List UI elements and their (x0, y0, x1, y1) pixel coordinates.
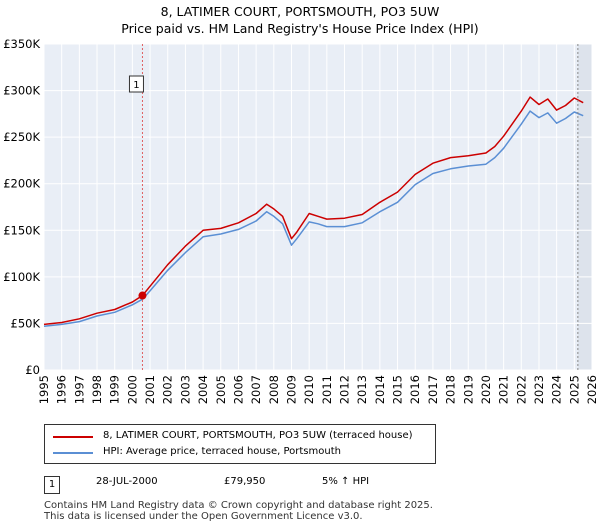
legend-swatch-hpi (53, 452, 93, 454)
legend-item-hpi: HPI: Average price, terraced house, Port… (53, 445, 433, 461)
y-tick-label: £100K (3, 270, 40, 284)
y-tick-label: £50K (11, 316, 41, 330)
x-tick-label: 2002 (161, 375, 175, 404)
legend-item-property: 8, LATIMER COURT, PORTSMOUTH, PO3 5UW (t… (53, 429, 433, 445)
x-tick-label: 1996 (55, 375, 69, 404)
x-tick-label: 2003 (178, 375, 192, 404)
y-tick-label: £150K (3, 223, 40, 237)
legend-label-hpi: HPI: Average price, terraced house, Port… (103, 446, 341, 457)
x-tick-label: 2016 (408, 375, 422, 404)
transaction-point (138, 291, 147, 300)
transaction-marker-badge: 1 (44, 476, 60, 494)
x-tick-label: 2025 (567, 375, 581, 404)
price-chart: £0 £50K £100K £150K £200K £250K £300K £350K 1995… (3, 37, 599, 404)
transaction-price: £79,950 (224, 476, 266, 487)
x-tick-label: 2021 (497, 375, 511, 404)
transaction-hpi-diff: 5% ↑ HPI (322, 476, 370, 487)
x-tick-label: 2012 (338, 375, 352, 404)
x-tick-label: 2009 (284, 375, 298, 404)
x-tick-label: 2013 (355, 375, 369, 404)
y-tick-label: £350K (3, 37, 40, 51)
annotation-box (128, 75, 144, 93)
plot-area (44, 44, 592, 370)
chart-legend: 8, LATIMER COURT, PORTSMOUTH, PO3 5UW (t… (44, 424, 436, 464)
x-tick-label: 2001 (143, 375, 157, 404)
x-tick-label: 2008 (267, 375, 281, 404)
x-tick-label: 2026 (585, 375, 599, 404)
x-tick-label: 2019 (461, 375, 475, 404)
x-tick-label: 2011 (320, 375, 334, 404)
x-tick-label: 2017 (426, 375, 440, 404)
series-line-property (43, 96, 584, 326)
annotation-label: 1 (133, 80, 139, 91)
x-tick-label: 2024 (550, 375, 564, 404)
x-tick-label: 1995 (37, 375, 51, 404)
footer-licence: This data is licensed under the Open Gov… (44, 511, 363, 522)
y-tick-label: £0 (25, 363, 40, 377)
chart-title: 8, LATIMER COURT, PORTSMOUTH, PO3 5UW (160, 4, 440, 19)
x-tick-label: 1999 (108, 375, 122, 404)
x-tick-label: 2010 (302, 375, 316, 404)
y-tick-label: £300K (3, 84, 40, 98)
transaction-date: 28-JUL-2000 (96, 476, 158, 487)
x-tick-label: 1997 (72, 375, 86, 404)
x-tick-label: 2015 (391, 375, 405, 404)
x-tick-label: 2022 (514, 375, 528, 404)
chart-subtitle: Price paid vs. HM Land Registry's House … (121, 21, 479, 36)
footer-copyright: Contains HM Land Registry data © Crown c… (44, 500, 433, 511)
x-tick-label: 2006 (231, 375, 245, 404)
x-tick-label: 2020 (479, 375, 493, 404)
y-tick-label: £200K (3, 177, 40, 191)
forecast-shade (577, 44, 592, 370)
legend-label-property: 8, LATIMER COURT, PORTSMOUTH, PO3 5UW (t… (103, 430, 413, 441)
x-tick-label: 2023 (532, 375, 546, 404)
series-line-hpi (43, 110, 584, 327)
x-tick-label: 2014 (373, 375, 387, 404)
x-tick-label: 2000 (125, 375, 139, 404)
x-tick-label: 2018 (444, 375, 458, 404)
x-tick-label: 2007 (249, 375, 263, 404)
x-tick-label: 1998 (90, 375, 104, 404)
legend-swatch-property (53, 436, 93, 438)
x-tick-label: 2004 (196, 375, 210, 404)
x-tick-label: 2005 (214, 375, 228, 404)
y-tick-label: £250K (3, 130, 40, 144)
